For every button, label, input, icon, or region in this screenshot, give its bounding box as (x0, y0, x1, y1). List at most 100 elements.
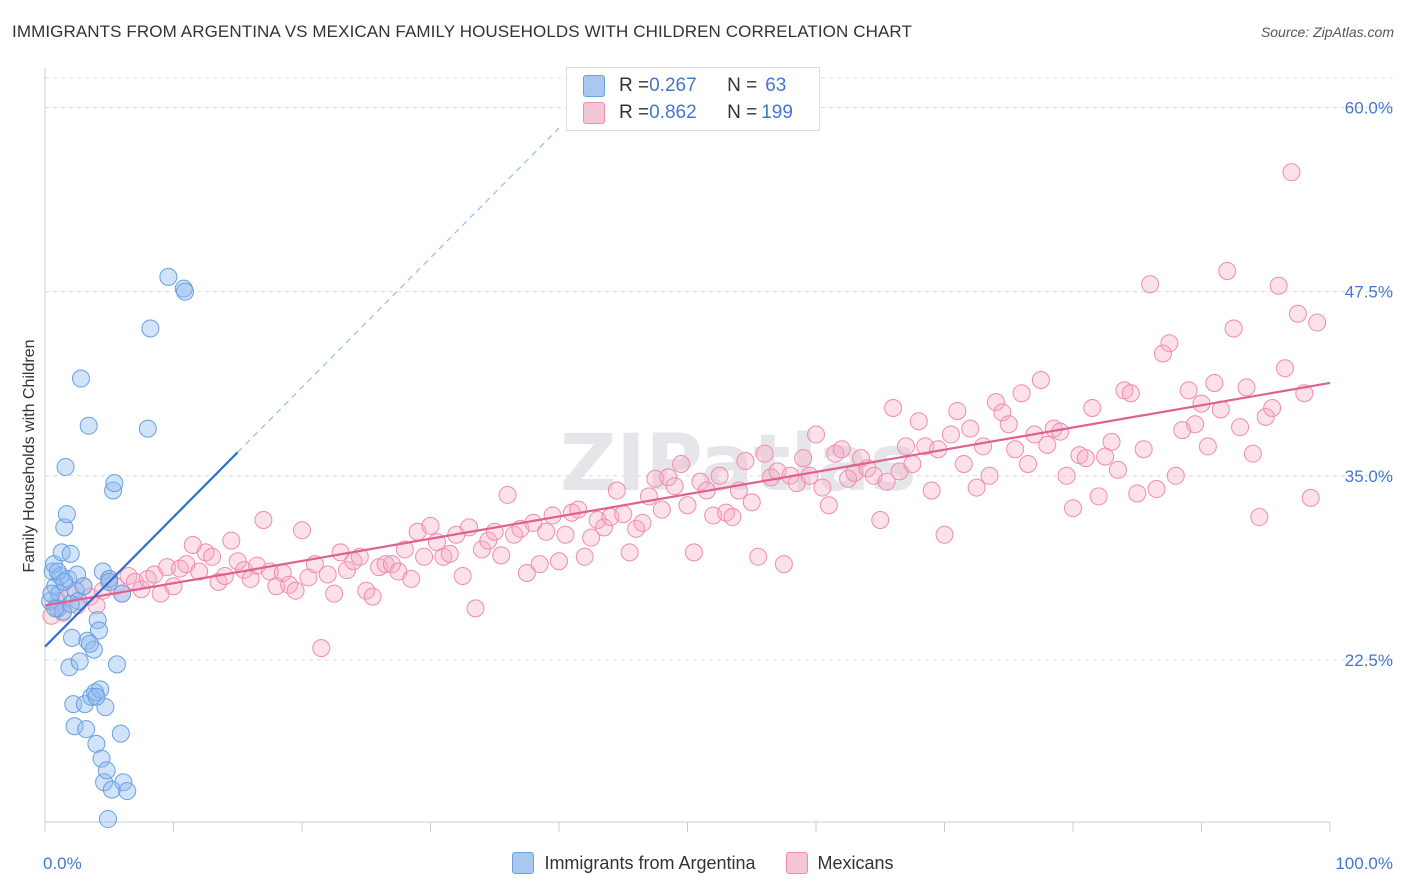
mexicans-point (1256, 407, 1275, 426)
r-value: 0.862 (649, 102, 697, 123)
argentina-point (80, 634, 99, 653)
argentina-point (61, 594, 80, 613)
mexicans-point (607, 481, 626, 500)
mexicans-point (1147, 480, 1166, 499)
mexicans-point (710, 466, 729, 485)
r-value: 0.267 (649, 75, 697, 96)
mexicans-point (1224, 319, 1243, 338)
mexicans-point (203, 547, 222, 566)
x-tick-label: 100.0% (1335, 854, 1393, 873)
argentina-point (48, 562, 67, 581)
mexicans-point (691, 472, 710, 491)
mexicans-point (999, 415, 1018, 434)
argentina-point (93, 562, 112, 581)
r-label: R = (619, 75, 650, 96)
argentina-trendline-extension (237, 127, 560, 453)
argentina-point (141, 319, 160, 338)
mexicans-point (672, 454, 691, 473)
argentina-point (89, 621, 108, 640)
mexicans-point (1006, 440, 1025, 459)
mexicans-point (1166, 466, 1185, 485)
mexicans-point (222, 531, 241, 550)
mexicans-point (620, 543, 639, 562)
mexicans-point (530, 555, 549, 574)
argentina-point (102, 780, 121, 799)
source-label: Source: ZipAtlas.com (1260, 24, 1394, 40)
argentina-point (97, 761, 116, 780)
mexicans-point (1012, 384, 1031, 403)
mexicans-point (363, 587, 382, 606)
mexicans-point (684, 543, 703, 562)
mexicans-point (723, 508, 742, 527)
mexicans-point (594, 518, 613, 537)
mexicans-point (254, 510, 273, 529)
n-value: 199 (761, 102, 793, 123)
mexicans-point (1038, 435, 1057, 454)
mexicans-point (1064, 499, 1082, 518)
mexicans-point (954, 454, 973, 473)
argentina-point (55, 572, 74, 591)
mexicans-point (395, 540, 414, 559)
legend-swatch-mexicans (785, 852, 808, 874)
mexicans-point (1031, 371, 1050, 390)
mexicans-point (832, 440, 851, 459)
n-label: N = (727, 102, 758, 123)
legend-item-argentina[interactable]: Immigrants from Argentina (512, 852, 756, 874)
mexicans-point (1250, 508, 1269, 527)
mexicans-point (813, 478, 832, 497)
mexicans-point (382, 555, 401, 574)
mexicans-point (736, 452, 755, 471)
argentina-point (105, 474, 124, 493)
argentina-point (107, 655, 126, 674)
mexicans-point (1179, 381, 1198, 400)
argentina-point (74, 577, 93, 596)
mexicans-point (665, 477, 684, 496)
mexicans-point (312, 639, 331, 658)
mexicans-point (749, 547, 768, 566)
mexicans-point (1057, 466, 1076, 485)
mexicans-point (961, 419, 980, 438)
argentina-point (96, 698, 115, 717)
y-tick-label: 60.0% (1345, 98, 1393, 117)
argentina-point (79, 416, 98, 435)
mexicans-point (440, 544, 459, 563)
argentina-point (176, 282, 195, 301)
mexicans-trendline (44, 381, 1331, 607)
mexicans-point (909, 412, 928, 431)
mexicans-point (556, 525, 575, 544)
mexicans-point (293, 521, 311, 540)
mexicans-point (158, 558, 177, 577)
argentina-point (118, 782, 137, 801)
mexicans-point (871, 510, 890, 529)
mexicans-point (794, 449, 813, 468)
argentina-point (138, 419, 157, 438)
mexicans-point (1186, 415, 1205, 434)
chart-title: IMMIGRANTS FROM ARGENTINA VS MEXICAN FAM… (12, 22, 912, 41)
stats-row-argentina: R = 0.267 N = 63 (583, 73, 786, 99)
mexicans-point (742, 493, 761, 512)
mexicans-point (415, 547, 434, 566)
argentina-point (62, 628, 81, 647)
legend-swatch-argentina (512, 852, 535, 874)
argentina-point (65, 717, 84, 736)
argentina-point (70, 652, 89, 671)
y-tick-label: 47.5% (1345, 283, 1393, 302)
mexicans-point (569, 500, 588, 519)
mexicans-point (492, 546, 511, 565)
argentina-point (104, 481, 123, 500)
argentina-point (75, 695, 94, 714)
mexicans-point (986, 393, 1005, 412)
legend-item-mexicans[interactable]: Mexicans (785, 852, 894, 874)
mexicans-point (678, 496, 697, 515)
mexicans-point (1076, 449, 1095, 468)
mexicans-point (819, 496, 838, 515)
mexicans-point (1121, 384, 1140, 403)
y-tick-label: 22.5% (1345, 651, 1393, 670)
mexicans-point (1205, 373, 1224, 392)
mexicans-point (1198, 437, 1217, 456)
mexicans-point (755, 444, 774, 463)
mexicans-point (1231, 418, 1250, 437)
mexicans-point (402, 569, 421, 588)
mexicans-point (479, 531, 498, 550)
mexicans-point (582, 528, 601, 547)
